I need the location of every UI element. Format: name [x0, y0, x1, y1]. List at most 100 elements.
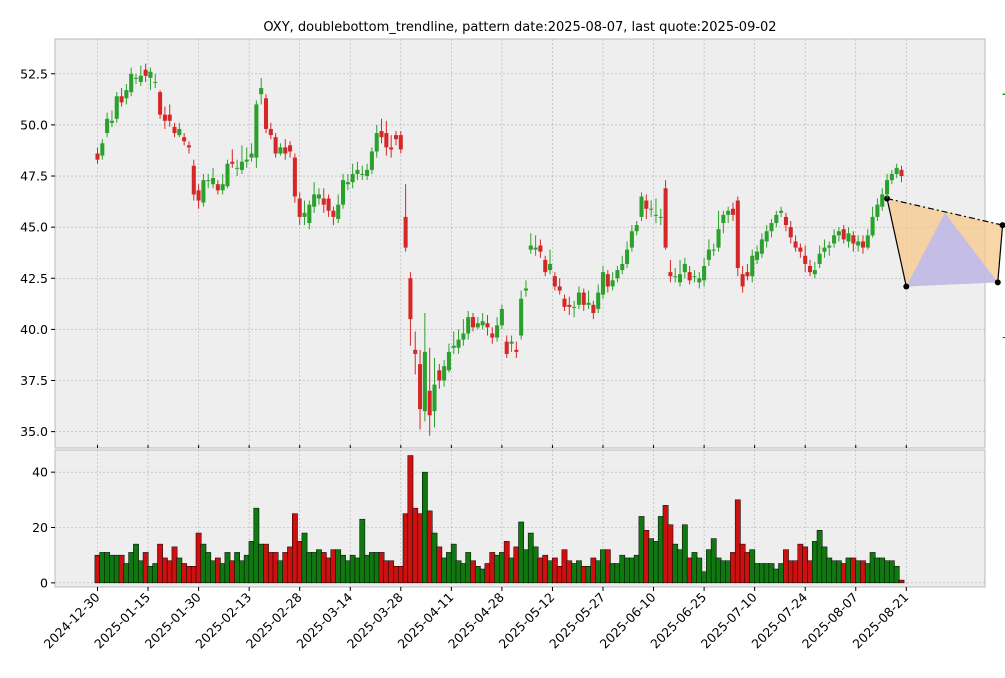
chart-title: OXY, doublebottom_trendline, pattern dat…: [263, 20, 776, 35]
volume-bar: [176, 557, 183, 584]
candle-body: [177, 128, 182, 136]
volume-bar: [609, 563, 616, 584]
candle-body: [678, 274, 683, 283]
volume-bar: [234, 552, 240, 584]
volume-bar: [349, 554, 356, 584]
candle-body: [759, 239, 764, 254]
candle-body: [369, 151, 374, 170]
candle-body: [259, 88, 264, 95]
volume-bar: [840, 563, 847, 584]
candle-body: [365, 169, 370, 177]
volume-bar: [344, 560, 351, 584]
candle-body: [711, 249, 716, 251]
volume-bar: [855, 560, 862, 584]
candle-body: [653, 214, 658, 216]
candle-body: [740, 274, 745, 287]
candle-body: [326, 198, 331, 211]
volume-bar: [807, 560, 813, 584]
volume-bar: [166, 560, 173, 584]
candle-body: [755, 251, 760, 260]
candle-body: [629, 231, 634, 248]
volume-bar: [532, 546, 539, 584]
volume-bar: [325, 557, 332, 584]
volume-bar: [850, 557, 857, 584]
volume-bar: [580, 565, 587, 584]
volume-bar: [662, 505, 669, 584]
candle-body: [389, 147, 394, 150]
volume-bar: [576, 560, 582, 584]
candle-body: [822, 247, 827, 252]
candle-body: [841, 229, 846, 240]
volume-bar: [513, 546, 520, 584]
candle-body: [196, 190, 201, 201]
candle-body: [639, 196, 644, 217]
pattern-point: [994, 279, 1001, 286]
volume-bar: [542, 554, 549, 584]
volume-bar: [113, 554, 120, 584]
candle-body: [283, 147, 288, 154]
candle-body: [788, 227, 793, 238]
volume-bar: [888, 560, 895, 584]
volume-bar: [648, 538, 655, 584]
candle-body: [543, 259, 548, 273]
volume-bar: [200, 543, 207, 584]
volume-bar: [518, 521, 525, 584]
volume-bar: [677, 549, 683, 584]
volume-bar: [292, 513, 298, 584]
candle-body: [451, 345, 456, 348]
volume-bar: [296, 541, 303, 584]
candle-body: [427, 390, 432, 416]
volume-bar: [465, 552, 472, 584]
y-tick-label: 45.0: [20, 220, 48, 235]
candle-body: [817, 253, 822, 264]
volume-bar: [537, 557, 544, 584]
volume-bar: [638, 516, 645, 584]
pattern-trendline: [886, 197, 1003, 226]
candle-body: [393, 135, 399, 140]
volume-bar: [489, 552, 496, 584]
volume-bar: [633, 554, 640, 584]
candle-body: [625, 249, 630, 264]
y-axis-ticks: 35.0 37.5 40.0 42.5 45.0 47.5 50.0 52.5 0 20 40: [20, 66, 55, 590]
candle-body: [408, 278, 413, 320]
volume-bar: [373, 552, 380, 584]
candle-body: [201, 180, 206, 203]
candle-body: [422, 351, 427, 412]
volume-bar: [171, 546, 178, 584]
pattern-edge: [886, 198, 907, 287]
candle-body: [100, 143, 105, 156]
candle-body: [807, 265, 813, 273]
candle-body: [490, 333, 495, 338]
volume-bar: [397, 565, 404, 584]
price-panel-background: [54, 38, 986, 449]
candle-body: [206, 180, 211, 182]
candle-body: [148, 71, 153, 78]
candle-body: [610, 280, 615, 287]
volume-bar: [523, 549, 529, 584]
y-tick-label: 37.5: [20, 373, 48, 388]
volume-bar: [484, 563, 491, 584]
candle-body: [191, 165, 196, 195]
volume-bar: [109, 554, 115, 584]
candle-body: [880, 194, 885, 207]
candle-body: [894, 167, 899, 174]
candle-body: [870, 216, 875, 236]
volume-bar: [441, 557, 448, 584]
candle-body: [875, 204, 880, 217]
volume-bar: [768, 563, 775, 584]
volume-bar: [340, 554, 346, 584]
volume-bar: [754, 563, 760, 584]
candle-body: [211, 178, 216, 185]
volume-bar: [681, 524, 688, 584]
candle-body: [186, 145, 191, 148]
volume-bar: [696, 557, 703, 584]
volume-bar: [282, 552, 289, 584]
candle-body: [644, 200, 649, 209]
candle-body: [649, 208, 654, 210]
candle-body: [581, 292, 586, 305]
volume-bar: [417, 513, 423, 584]
candle-body: [692, 276, 697, 278]
volume-bar: [590, 557, 597, 584]
volume-bar: [494, 554, 500, 584]
